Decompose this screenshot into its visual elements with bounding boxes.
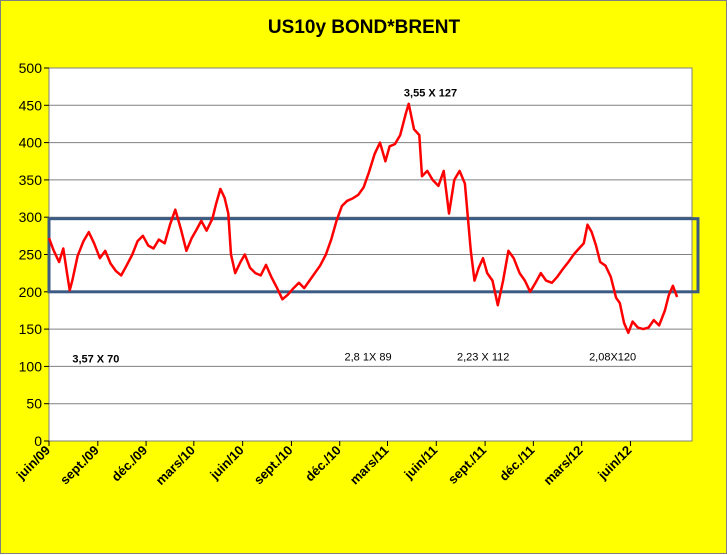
range-band-rect [47,217,700,294]
x-axis-ticks: juin/09 sept./09 déc./09 mars/10 juin/10 sept… [13,441,635,488]
series-layer [47,102,679,335]
y-tick-label: 0 [34,433,42,449]
y-tick-label: 300 [19,209,43,225]
y-tick-label: 250 [19,247,43,263]
annotation-label: 3,57 X 70 [72,354,119,366]
annotation-label: 3,55 X 127 [404,87,457,99]
x-tick-label: mars/10 [153,443,198,488]
y-tick-label: 400 [19,135,43,151]
x-tick-label: mars/12 [540,443,585,488]
y-axis-ticks: 0 50 100 150 200 250 300 350 400 450 500 [19,60,49,449]
x-tick-label: déc./09 [108,443,150,485]
y-tick-label: 150 [19,321,43,337]
x-tick-label: juin/11 [400,443,440,483]
range-band [47,217,700,294]
annotations-layer: 3,55 X 127 3,57 X 70 2,8 1X 89 2,23 X 112 2,… [72,87,636,365]
y-tick-label: 50 [26,396,42,412]
series-line [47,102,679,335]
x-tick-label: juin/12 [594,443,634,483]
x-tick-label: déc./11 [496,443,537,484]
annotation-label: 2,08X120 [589,351,636,363]
x-tick-label: sept./09 [57,443,102,488]
annotation-label: 2,8 1X 89 [345,351,392,363]
chart-title: US10y BOND*BRENT [268,17,461,38]
x-tick-label: déc./10 [302,443,344,485]
annotation-label: 2,23 X 112 [457,351,509,363]
y-tick-label: 100 [19,358,43,374]
x-tick-label: sept./10 [251,443,296,488]
x-tick-label: sept./11 [445,443,489,487]
x-tick-label: juin/09 [13,443,53,483]
x-tick-label: mars/11 [347,443,392,488]
y-tick-label: 450 [19,97,43,113]
y-tick-label: 500 [19,60,43,76]
y-tick-label: 200 [19,284,43,300]
x-tick-label: juin/10 [206,443,246,483]
y-tick-label: 350 [19,172,43,188]
